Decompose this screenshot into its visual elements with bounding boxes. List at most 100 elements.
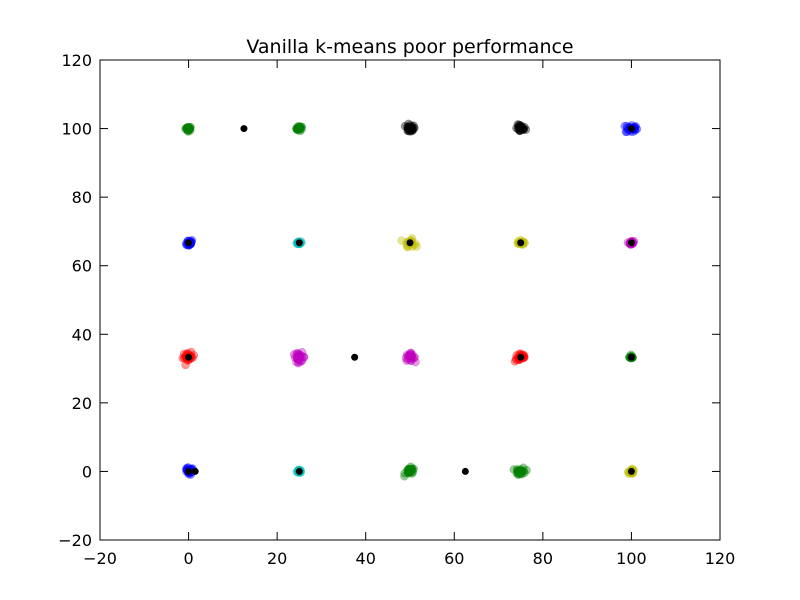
- cluster-point: [182, 124, 192, 133]
- centroid-point: [517, 239, 525, 247]
- centroid-point: [185, 467, 193, 475]
- cluster-point: [403, 465, 413, 475]
- cluster-point: [181, 360, 190, 370]
- cluster-point: [407, 351, 416, 361]
- cluster-point: [407, 464, 417, 474]
- cluster-point: [290, 353, 300, 362]
- cluster-point: [295, 351, 304, 361]
- cluster-point: [404, 351, 413, 360]
- centroid-point: [295, 239, 303, 247]
- cluster-point: [292, 124, 302, 133]
- cluster-point: [406, 464, 415, 474]
- cluster-point: [522, 465, 531, 475]
- cluster-point: [292, 353, 302, 363]
- cluster-point: [293, 353, 303, 363]
- y-tick-label: −20: [58, 531, 92, 550]
- centroid-point: [627, 353, 635, 361]
- centroid-point: [517, 125, 525, 133]
- cluster-point: [408, 464, 417, 474]
- cluster-point: [294, 350, 303, 360]
- cluster-point: [183, 124, 192, 134]
- cluster-point: [294, 352, 304, 362]
- cluster-point: [407, 353, 417, 362]
- cluster-point: [185, 123, 194, 133]
- centroid-point: [185, 353, 193, 361]
- cluster-point: [402, 350, 412, 360]
- cluster-point: [299, 352, 309, 362]
- cluster-point: [513, 466, 523, 476]
- cluster-point: [407, 351, 416, 360]
- centroids-layer: [185, 125, 635, 475]
- centroid-point: [240, 125, 248, 133]
- cluster-point: [406, 465, 415, 475]
- cluster-point: [183, 127, 193, 136]
- cluster-point: [400, 471, 409, 481]
- y-tick-label: 120: [61, 51, 92, 70]
- cluster-point: [294, 123, 304, 133]
- x-tick-label: 0: [183, 549, 193, 568]
- cluster-point: [183, 126, 193, 135]
- cluster-point: [412, 242, 421, 251]
- cluster-point: [509, 465, 519, 474]
- cluster-point: [401, 353, 411, 363]
- y-tick-label: 80: [72, 188, 92, 207]
- cluster-point: [297, 122, 306, 132]
- cluster-point: [292, 124, 301, 133]
- cluster-point: [406, 468, 416, 477]
- cluster-point: [293, 358, 303, 368]
- cluster-point: [517, 469, 527, 479]
- centroid-point: [351, 353, 359, 361]
- cluster-point: [519, 463, 528, 473]
- y-tick-label: 60: [72, 257, 92, 276]
- x-tick-label: 100: [616, 549, 647, 568]
- cluster-point: [186, 122, 195, 132]
- cluster-point: [405, 466, 414, 475]
- cluster-point: [516, 466, 525, 476]
- cluster-point: [406, 352, 415, 362]
- cluster-point: [520, 468, 529, 478]
- cluster-point: [299, 353, 309, 362]
- cluster-point: [295, 124, 305, 134]
- cluster-point: [405, 353, 415, 363]
- cluster-point: [295, 124, 305, 133]
- cluster-point: [407, 469, 417, 478]
- cluster-point: [516, 468, 526, 477]
- cluster-point: [514, 468, 523, 477]
- cluster-point: [518, 466, 528, 476]
- cluster-point: [407, 349, 416, 358]
- cluster-point: [295, 350, 304, 360]
- cluster-point: [404, 464, 413, 474]
- cluster-point: [183, 123, 193, 132]
- cluster-point: [408, 354, 417, 363]
- cluster-point: [405, 467, 414, 477]
- cluster-point: [293, 122, 302, 132]
- cluster-point: [408, 465, 417, 475]
- cluster-point: [293, 124, 303, 134]
- cluster-point: [403, 466, 412, 475]
- cluster-point: [292, 349, 301, 359]
- cluster-point: [407, 351, 416, 361]
- cluster-point: [513, 470, 523, 479]
- cluster-point: [514, 467, 523, 477]
- cluster-point: [516, 465, 526, 474]
- cluster-point: [182, 123, 192, 133]
- cluster-point: [293, 355, 303, 364]
- cluster-point: [297, 125, 306, 134]
- cluster-point: [621, 127, 631, 137]
- cluster-point: [404, 351, 414, 361]
- cluster-point: [292, 125, 302, 134]
- centroid-point: [517, 353, 525, 361]
- x-tick-label: 20: [267, 549, 287, 568]
- centroid-point: [295, 467, 303, 475]
- cluster-point: [293, 123, 303, 132]
- cluster-point: [406, 349, 415, 358]
- cluster-point: [514, 466, 523, 475]
- cluster-point: [183, 123, 192, 133]
- cluster-point: [185, 125, 195, 134]
- x-tick-label: −20: [83, 549, 117, 568]
- cluster-point: [296, 126, 305, 136]
- cluster-point: [183, 124, 193, 133]
- cluster-point: [292, 124, 302, 134]
- y-tick-label: 100: [61, 120, 92, 139]
